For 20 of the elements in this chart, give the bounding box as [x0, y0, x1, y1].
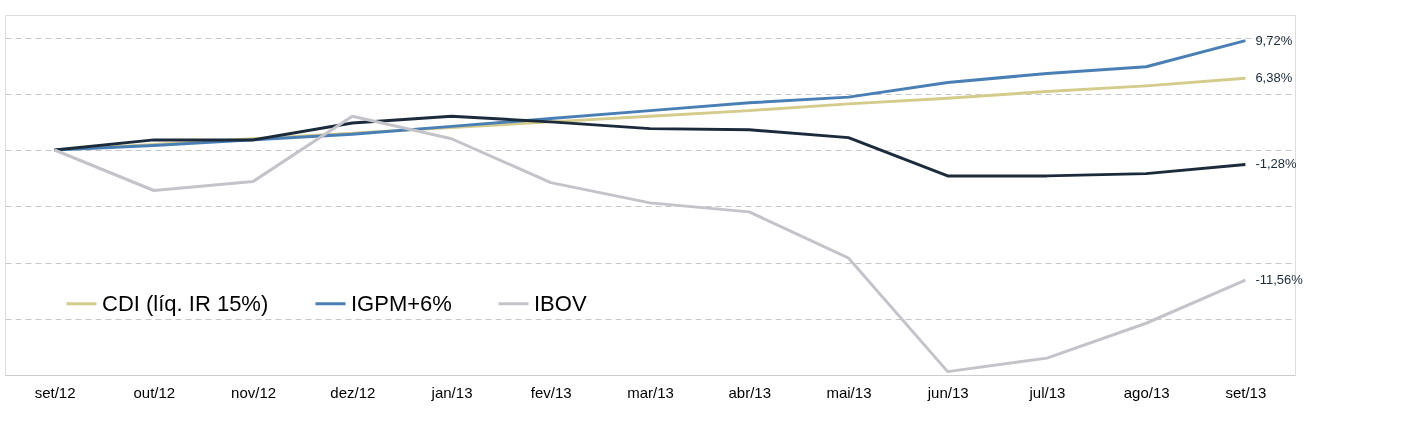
legend-label: IGPM+6% — [351, 290, 452, 316]
data-label: 9,72% — [1255, 32, 1293, 48]
x-tick-label: abr/13 — [728, 383, 771, 401]
x-tick-label: set/13 — [1225, 383, 1267, 401]
x-tick-label: nov/12 — [231, 383, 277, 401]
legend-label: IBOV — [534, 290, 587, 316]
x-tick-label: jan/13 — [430, 383, 473, 401]
x-tick-label: mai/13 — [826, 383, 872, 401]
data-label: -11,56% — [1255, 272, 1304, 288]
data-label: -1,28% — [1255, 156, 1298, 172]
x-tick-label: ago/13 — [1123, 383, 1170, 401]
x-tick-label: mar/13 — [627, 383, 674, 401]
x-tick-label: out/12 — [133, 383, 176, 401]
x-tick-label: set/12 — [34, 383, 76, 401]
data-label: 6,38% — [1255, 70, 1293, 86]
x-tick-label: fev/13 — [530, 383, 572, 401]
x-tick-label: jun/13 — [926, 383, 969, 401]
x-tick-label: jul/13 — [1028, 383, 1066, 401]
x-tick-label: dez/12 — [330, 383, 376, 401]
legend-label: CDI (líq. IR 15%) — [102, 290, 269, 316]
